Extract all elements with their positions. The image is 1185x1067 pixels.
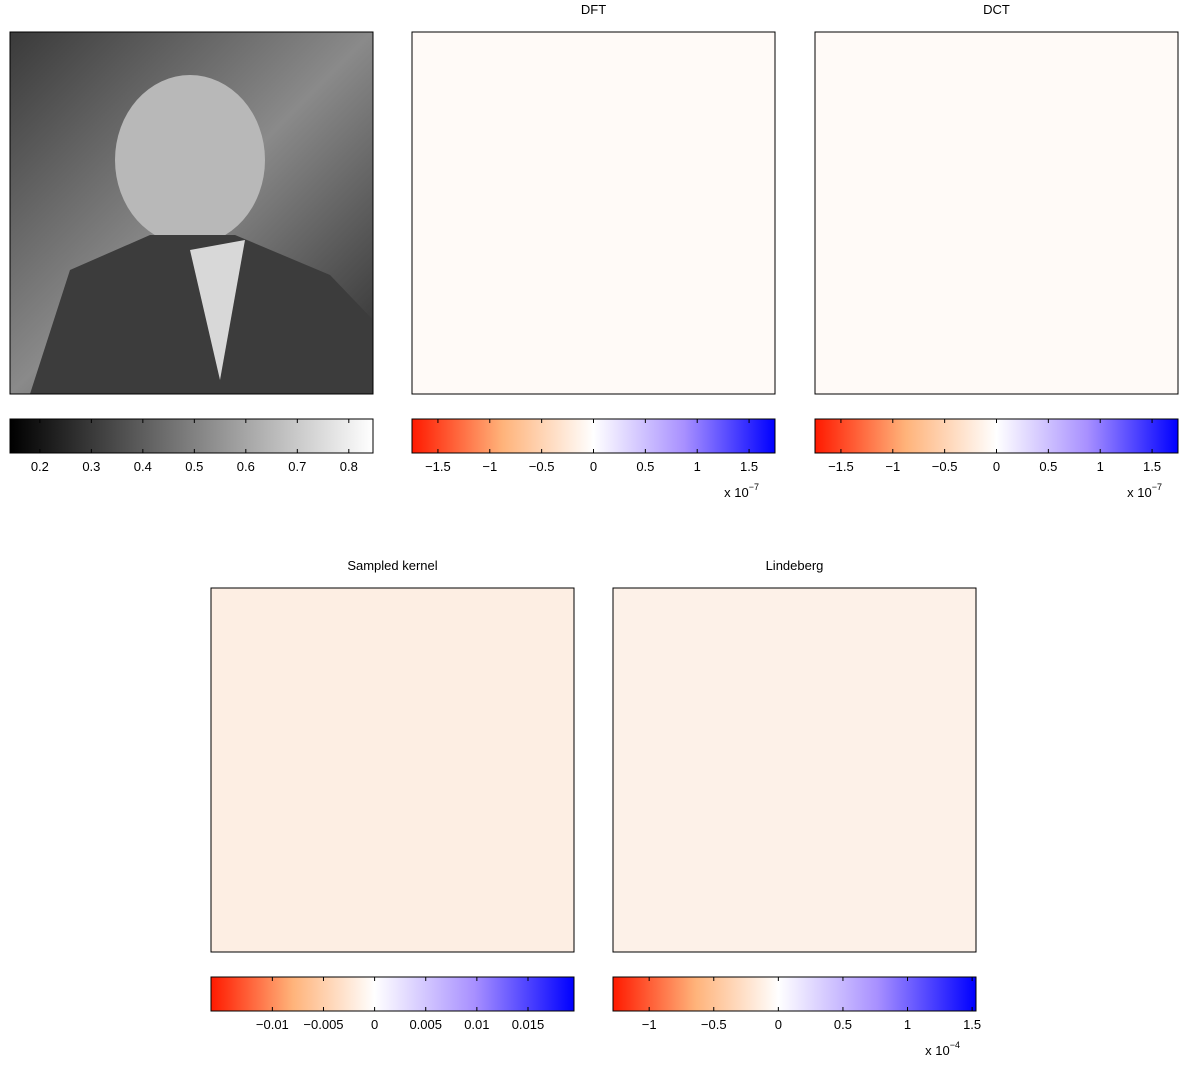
image-placeholders	[10, 32, 1178, 952]
colorbar-tick-label: 0.5	[185, 459, 203, 474]
colorbar-tick-label: 0.2	[31, 459, 49, 474]
colorbar-tick-label: 1	[904, 1017, 911, 1032]
colorbar-tick-label: −1	[642, 1017, 657, 1032]
colorbar	[9, 418, 374, 454]
colorbar-tick-label: 0	[371, 1017, 378, 1032]
exponent-label: x 10−7	[724, 482, 759, 500]
exponent-power: −7	[749, 482, 759, 492]
dft-image	[412, 32, 775, 394]
exponent-label: x 10−4	[925, 1040, 960, 1058]
colorbar-tick-label: −1	[885, 459, 900, 474]
panel-title: Sampled kernel	[347, 558, 437, 573]
colorbar-tick-label: 0.3	[82, 459, 100, 474]
image-frame	[814, 31, 1179, 395]
colorbar-tick-label: 0.5	[636, 459, 654, 474]
colorbar-tick-label: 1.5	[1143, 459, 1161, 474]
exponent-label: x 10−7	[1127, 482, 1162, 500]
panel-title: Lindeberg	[766, 558, 824, 573]
panel-title: DCT	[983, 2, 1010, 17]
colorbar-tick-label: −0.5	[932, 459, 958, 474]
exponent-power: −4	[950, 1040, 960, 1050]
colorbar-tick-label: 1	[694, 459, 701, 474]
exponent-base: x 10	[1127, 485, 1152, 500]
exponent-base: x 10	[724, 485, 749, 500]
image-frame	[9, 31, 374, 395]
exponent-power: −7	[1152, 482, 1162, 492]
colorbar-tick-label: −0.01	[256, 1017, 289, 1032]
colorbar	[814, 418, 1179, 454]
colorbar-tick-label: 0.6	[237, 459, 255, 474]
colorbar-tick-label: −1.5	[425, 459, 451, 474]
sampled-kernel-image	[211, 588, 574, 952]
exponent-base: x 10	[925, 1043, 950, 1058]
colorbar	[210, 976, 575, 1012]
colorbar-tick-label: −0.005	[303, 1017, 343, 1032]
colorbar-tick-label: 0.5	[834, 1017, 852, 1032]
colorbar	[612, 976, 977, 1012]
photo-suit	[30, 235, 373, 394]
photo-face	[115, 75, 265, 245]
image-frame	[411, 31, 776, 395]
colorbar-tick-label: 0	[590, 459, 597, 474]
panel-title: DFT	[581, 2, 606, 17]
colorbar-tick-label: 1.5	[963, 1017, 981, 1032]
colorbar-tick-label: 0.005	[409, 1017, 442, 1032]
colorbar-tick-label: 0.015	[512, 1017, 545, 1032]
colorbar-tick-label: 0.5	[1039, 459, 1057, 474]
photo-shirt	[190, 240, 245, 380]
colorbar-tick-label: 0.01	[464, 1017, 489, 1032]
colorbar-tick-label: 0	[775, 1017, 782, 1032]
colorbar-tick-label: 1.5	[740, 459, 758, 474]
image-frame	[612, 587, 977, 953]
colorbar-tick-label: −0.5	[701, 1017, 727, 1032]
colorbar-tick-label: −0.5	[529, 459, 555, 474]
colorbar	[411, 418, 776, 454]
dct-image	[815, 32, 1178, 394]
colorbar-tick-label: −1.5	[828, 459, 854, 474]
colorbar-tick-label: 0	[993, 459, 1000, 474]
colorbar-tick-label: 1	[1097, 459, 1104, 474]
colorbar-tick-label: 0.7	[288, 459, 306, 474]
colorbar-tick-label: 0.8	[340, 459, 358, 474]
image-frame	[210, 587, 575, 953]
colorbar-tick-label: −1	[482, 459, 497, 474]
colorbar-tick-label: 0.4	[134, 459, 152, 474]
lindeberg-image	[613, 588, 976, 952]
